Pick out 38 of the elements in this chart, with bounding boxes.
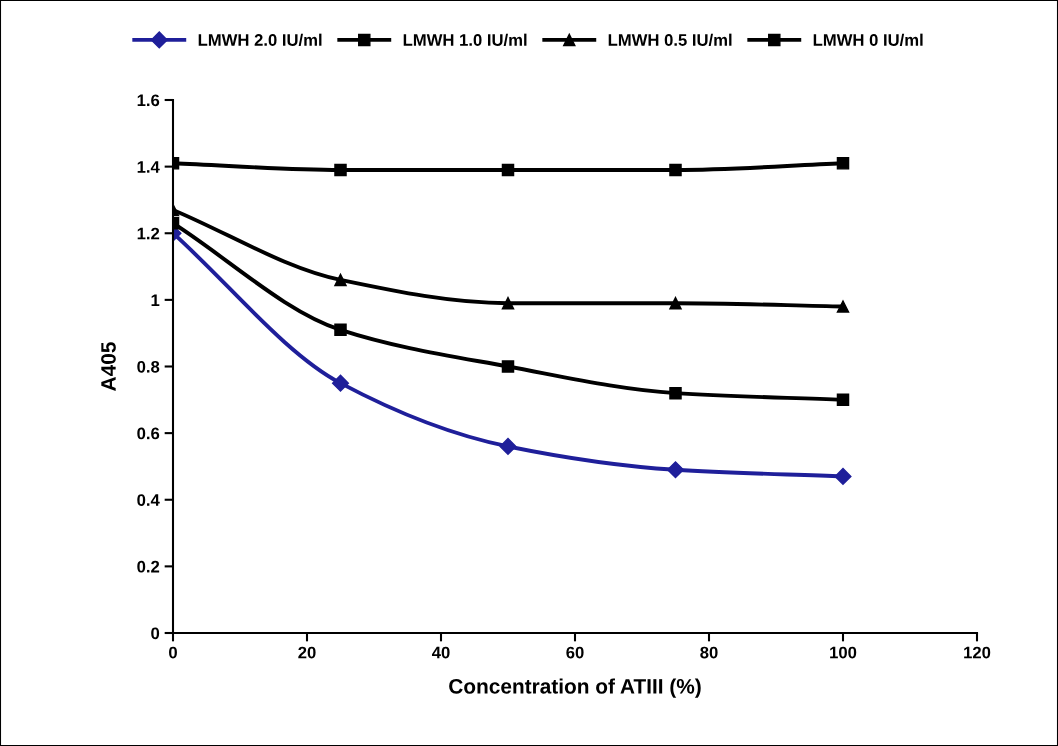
y-tick-label: 1.2 <box>137 227 160 240</box>
point <box>334 163 347 177</box>
x-tick-label: 60 <box>566 646 584 659</box>
point <box>669 386 682 400</box>
point <box>501 296 515 310</box>
point <box>666 461 685 479</box>
point <box>331 374 350 392</box>
y-tick-label: 1 <box>151 294 160 306</box>
y-tick-label: 0.2 <box>137 560 160 573</box>
legend-label: LMWH 0 IU/ml <box>813 33 923 47</box>
point <box>836 157 850 170</box>
x-tick-label: 120 <box>964 646 991 659</box>
x-tick-label: 0 <box>169 646 177 659</box>
point <box>836 393 850 407</box>
x-axis-title: Concentration of ATIII (%) <box>449 678 701 698</box>
x-tick-label: 80 <box>700 646 718 659</box>
x-tick-label: 40 <box>431 646 450 659</box>
y-tick-label: 0.6 <box>137 427 160 440</box>
legend-label: LMWH 2.0 IU/ml <box>198 33 322 47</box>
x-tick-label: 100 <box>830 646 857 659</box>
x-tick-label: 20 <box>298 646 316 659</box>
y-tick-label: 0.4 <box>137 494 160 506</box>
point <box>836 300 850 313</box>
point <box>834 467 852 485</box>
y-axis-title: A405 <box>101 342 116 391</box>
y-tick-label: 0.8 <box>137 360 160 373</box>
legend-label: LMWH 0.5 IU/ml <box>608 33 732 47</box>
point <box>501 360 515 373</box>
point <box>334 273 347 287</box>
y-tick-label: 0 <box>151 627 160 640</box>
y-tick-label: 1.6 <box>137 94 160 107</box>
y-tick-label: 1.4 <box>137 161 160 173</box>
point <box>501 163 515 177</box>
legend-label: LMWH 1.0 IU/ml <box>403 33 527 47</box>
point <box>499 437 517 456</box>
point <box>669 163 682 177</box>
point <box>669 296 682 310</box>
point <box>334 323 347 337</box>
